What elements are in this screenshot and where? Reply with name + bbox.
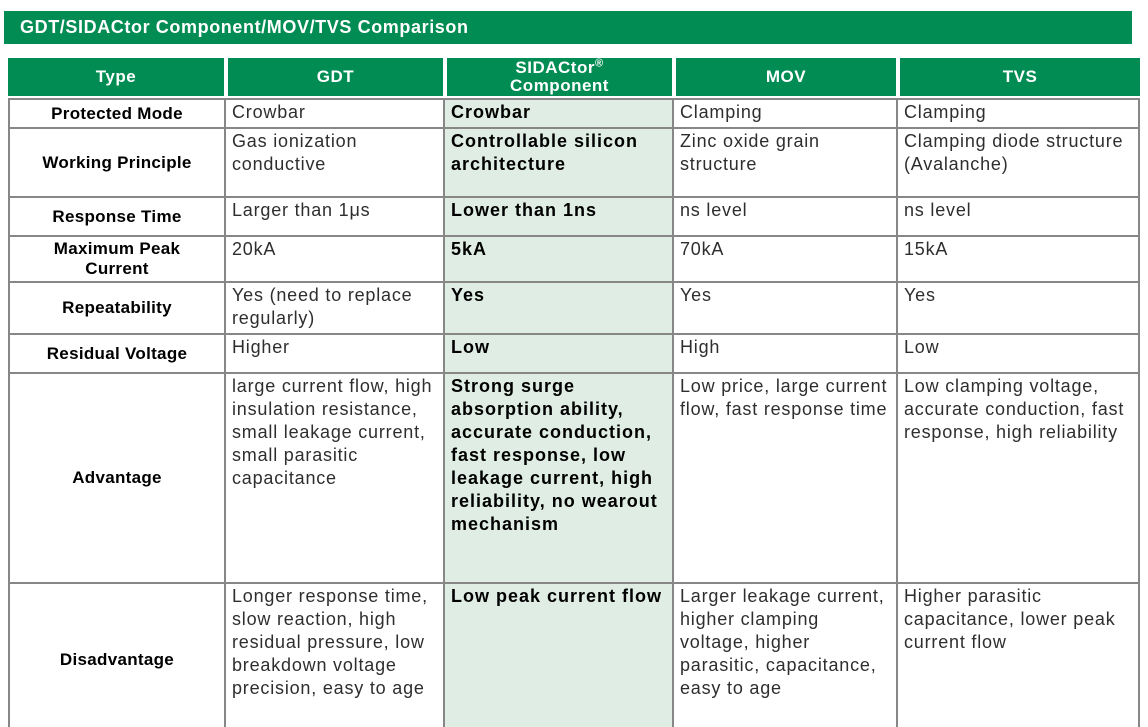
table-row-protected-mode: Protected Mode Crowbar Crowbar Clamping …	[10, 100, 1138, 129]
tvs-cell: Yes	[898, 283, 1138, 335]
header-type: Type	[8, 58, 224, 96]
sidactor-cell: Strong surge absorption ability, accurat…	[445, 374, 674, 584]
header-tvs: TVS	[896, 58, 1140, 96]
header-mov: MOV	[672, 58, 896, 96]
mov-cell: Yes	[674, 283, 898, 335]
gdt-cell: Larger than 1μs	[226, 198, 445, 237]
row-label: Disadvantage	[10, 584, 226, 727]
table-body: Protected Mode Crowbar Crowbar Clamping …	[8, 98, 1140, 727]
gdt-cell: Yes (need to replace regularly)	[226, 283, 445, 335]
tvs-cell: ns level	[898, 198, 1138, 237]
comparison-table: Type GDT SIDACtor® Component MOV TVS Pro…	[8, 58, 1140, 727]
header-sidactor: SIDACtor® Component	[443, 58, 672, 96]
table-row-maximum-peak-current: Maximum Peak Current 20kA 5kA 70kA 15kA	[10, 237, 1138, 283]
tvs-cell: Low	[898, 335, 1138, 374]
mov-cell: Zinc oxide grain structure	[674, 129, 898, 198]
sidactor-cell: Low	[445, 335, 674, 374]
row-label: Protected Mode	[10, 100, 226, 129]
tvs-cell: Low clamping voltage, accurate conductio…	[898, 374, 1138, 584]
row-label: Residual Voltage	[10, 335, 226, 374]
table-row-advantage: Advantage large current flow, high insul…	[10, 374, 1138, 584]
header-gdt: GDT	[224, 58, 443, 96]
header-sidactor-line2: Component	[510, 76, 609, 95]
gdt-cell: 20kA	[226, 237, 445, 283]
row-label: Advantage	[10, 374, 226, 584]
row-label: Working Principle	[10, 129, 226, 198]
tvs-cell: Higher parasitic capacitance, lower peak…	[898, 584, 1138, 727]
table-row-repeatability: Repeatability Yes (need to replace regul…	[10, 283, 1138, 335]
mov-cell: 70kA	[674, 237, 898, 283]
sidactor-cell: Controllable silicon architecture	[445, 129, 674, 198]
mov-cell: Low price, large current flow, fast resp…	[674, 374, 898, 584]
tvs-cell: Clamping	[898, 100, 1138, 129]
mov-cell: ns level	[674, 198, 898, 237]
row-label: Response Time	[10, 198, 226, 237]
page-title: GDT/SIDACtor Component/MOV/TVS Compariso…	[4, 11, 1132, 44]
table-row-working-principle: Working Principle Gas ionization conduct…	[10, 129, 1138, 198]
sidactor-cell: Yes	[445, 283, 674, 335]
gdt-cell: large current flow, high insulation resi…	[226, 374, 445, 584]
mov-cell: Larger leakage current, higher clamping …	[674, 584, 898, 727]
gdt-cell: Longer response time, slow reaction, hig…	[226, 584, 445, 727]
table-row-disadvantage: Disadvantage Longer response time, slow …	[10, 584, 1138, 727]
gdt-cell: Crowbar	[226, 100, 445, 129]
tvs-cell: 15kA	[898, 237, 1138, 283]
registered-trademark-symbol: ®	[594, 57, 604, 70]
row-label: Maximum Peak Current	[10, 237, 226, 283]
gdt-cell: Gas ionization conductive	[226, 129, 445, 198]
row-label: Repeatability	[10, 283, 226, 335]
table-row-response-time: Response Time Larger than 1μs Lower than…	[10, 198, 1138, 237]
header-sidactor-line1: SIDACtor®	[515, 57, 604, 77]
table-row-residual-voltage: Residual Voltage Higher Low High Low	[10, 335, 1138, 374]
mov-cell: High	[674, 335, 898, 374]
sidactor-cell: Crowbar	[445, 100, 674, 129]
mov-cell: Clamping	[674, 100, 898, 129]
sidactor-cell: Low peak current flow	[445, 584, 674, 727]
table-header-row: Type GDT SIDACtor® Component MOV TVS	[8, 58, 1140, 96]
gdt-cell: Higher	[226, 335, 445, 374]
tvs-cell: Clamping diode structure (Avalanche)	[898, 129, 1138, 198]
sidactor-cell: Lower than 1ns	[445, 198, 674, 237]
sidactor-cell: 5kA	[445, 237, 674, 283]
